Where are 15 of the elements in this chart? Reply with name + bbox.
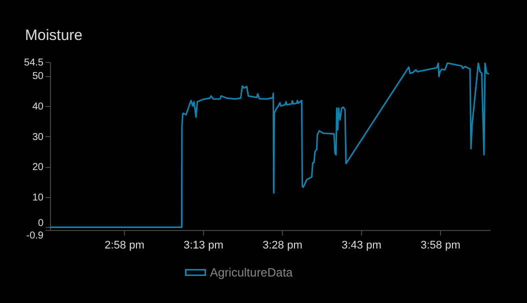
y-tick-label: 54.5 — [24, 58, 44, 68]
x-tick-label: 3:58 pm — [420, 240, 460, 252]
y-tick-label: 20 — [32, 162, 44, 174]
y-tick-label: 10 — [32, 192, 44, 204]
x-tick-label: 3:28 pm — [262, 240, 302, 252]
chart-title: Moisture — [25, 27, 83, 44]
y-tick-label: 40 — [32, 101, 44, 112]
y-tick-label: 50 — [32, 71, 44, 82]
x-tick-label: 3:13 pm — [184, 240, 224, 252]
legend-label: AgricultureData — [210, 266, 294, 280]
x-tick-label: 3:43 pm — [342, 240, 382, 252]
x-tick-label: 2:58 pm — [104, 240, 144, 252]
y-tick-label: 0 — [38, 218, 44, 229]
y-tick-label: 30 — [32, 132, 44, 143]
y-tick-label: -0.9 — [26, 230, 44, 242]
